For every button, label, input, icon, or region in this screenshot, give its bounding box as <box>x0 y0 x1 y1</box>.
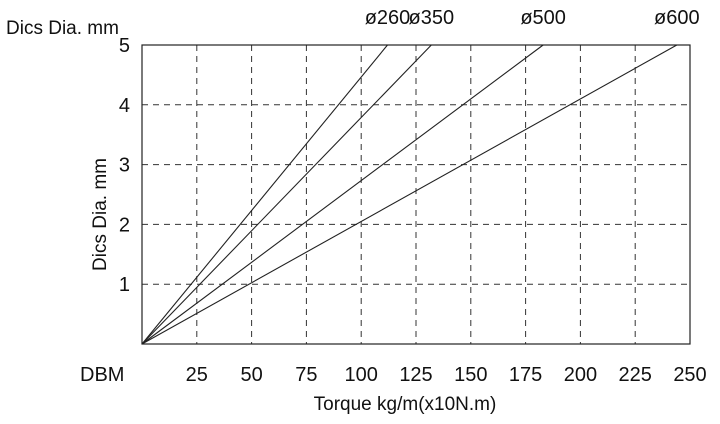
series-line <box>141 44 678 345</box>
origin-label: DBM <box>80 364 124 386</box>
x-tick-label: 225 <box>619 364 652 386</box>
grid <box>142 45 690 344</box>
x-tick-label: 200 <box>564 364 597 386</box>
plot-frame <box>141 44 691 345</box>
x-tick-label: 175 <box>509 364 542 386</box>
corner-label: Dics Dia. mm <box>6 18 119 39</box>
series-line <box>141 44 544 345</box>
y-tick-label: 2 <box>119 214 130 236</box>
y-tick-label: 1 <box>119 274 130 296</box>
x-tick-label: 250 <box>673 364 706 386</box>
y-tick-label: 4 <box>119 95 130 117</box>
y-tick-labels: 1 2 3 4 5 <box>119 35 130 296</box>
series-lines <box>141 44 678 345</box>
x-tick-label: 150 <box>454 364 487 386</box>
y-tick-label: 5 <box>119 35 130 57</box>
x-tick-label: 100 <box>345 364 378 386</box>
series-label: ø260 <box>365 7 411 29</box>
series-line <box>141 44 432 345</box>
x-tick-labels: 25 50 75 100 125 150 175 200 225 250 <box>186 364 707 386</box>
x-tick-label: 50 <box>240 364 262 386</box>
y-tick-label: 3 <box>119 155 130 177</box>
series-label: ø500 <box>520 7 566 29</box>
series-label: ø350 <box>409 7 455 29</box>
series-line <box>141 44 388 345</box>
series-label: ø600 <box>654 7 700 29</box>
y-axis-label: Dics Dia. mm <box>90 158 111 271</box>
x-tick-label: 25 <box>186 364 208 386</box>
x-tick-label: 125 <box>399 364 432 386</box>
x-axis-label: Torque kg/m(x10N.m) <box>314 394 497 415</box>
x-tick-label: 75 <box>295 364 317 386</box>
